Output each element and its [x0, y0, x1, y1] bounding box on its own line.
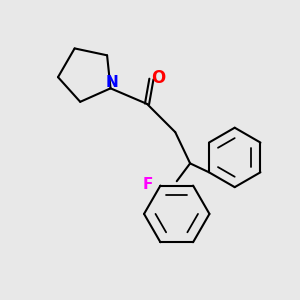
Text: F: F: [143, 177, 153, 192]
Text: O: O: [151, 69, 165, 87]
Text: N: N: [106, 76, 118, 91]
